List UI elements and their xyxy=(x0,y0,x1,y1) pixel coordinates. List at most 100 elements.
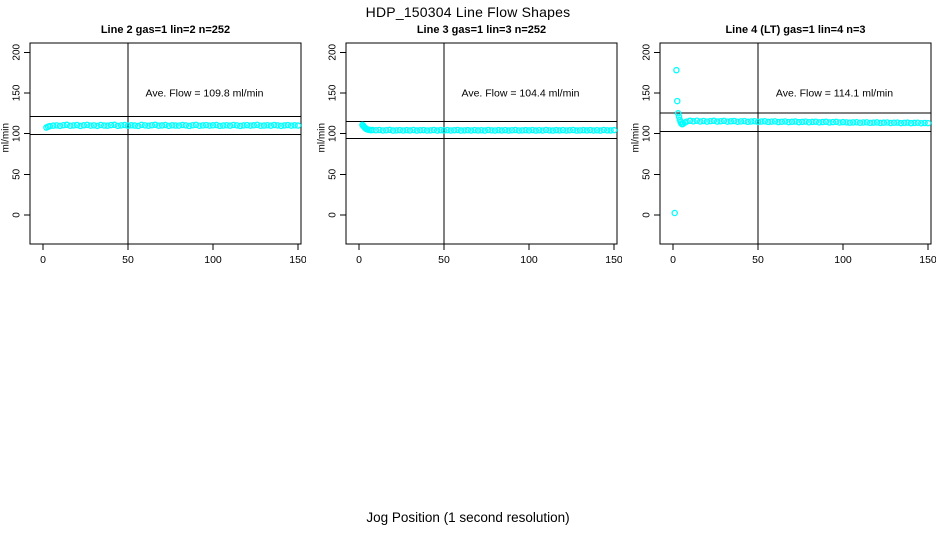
data-point xyxy=(243,121,251,129)
data-point xyxy=(189,121,196,129)
data-point xyxy=(138,121,145,129)
data-point xyxy=(751,117,758,125)
y-tick-label: 100 xyxy=(12,125,23,142)
data-point xyxy=(162,121,169,129)
data-point xyxy=(700,117,707,125)
plot-box xyxy=(659,42,932,245)
data-point xyxy=(815,119,823,126)
data-point xyxy=(226,122,234,129)
data-point xyxy=(819,118,826,126)
x-tick-label: 50 xyxy=(752,254,764,266)
data-point xyxy=(593,126,601,134)
data-point xyxy=(683,118,690,125)
data-point xyxy=(671,209,678,217)
data-point xyxy=(128,122,135,129)
data-point xyxy=(386,126,393,134)
data-point xyxy=(399,127,407,134)
x-axis-label: Jog Position (1 second resolution) xyxy=(366,510,570,525)
data-point xyxy=(107,121,115,129)
data-point xyxy=(556,127,563,134)
data-point xyxy=(727,118,735,125)
data-point xyxy=(97,121,105,129)
data-point xyxy=(427,127,434,134)
data-point xyxy=(168,122,176,129)
data-point xyxy=(393,127,400,134)
data-point xyxy=(775,118,782,126)
panel-line-2: Line 2 gas=1 lin=2 n=252 0 50 100 150 200 0 50… xyxy=(0,18,307,288)
x-tick-label: 150 xyxy=(289,254,306,266)
data-point xyxy=(77,122,84,130)
data-point xyxy=(134,122,142,130)
y-axis-title: ml/min xyxy=(631,123,642,152)
data-point xyxy=(230,121,237,129)
data-point xyxy=(145,122,152,130)
data-point xyxy=(856,119,864,126)
x-tick-label: 0 xyxy=(670,254,676,266)
data-point xyxy=(291,122,298,129)
data-point xyxy=(495,126,502,134)
data-point xyxy=(406,127,414,134)
data-point xyxy=(607,127,614,134)
y-tick-label: 0 xyxy=(642,212,653,218)
data-point xyxy=(481,127,489,134)
data-point xyxy=(870,119,877,126)
data-point xyxy=(471,126,478,134)
data-point xyxy=(66,122,74,130)
data-point xyxy=(703,118,711,125)
data-point xyxy=(440,127,448,134)
data-point xyxy=(213,121,220,129)
data-point xyxy=(843,119,850,126)
data-point xyxy=(839,118,847,126)
data-point xyxy=(464,126,472,134)
x-tick-label: 50 xyxy=(122,254,134,266)
data-point xyxy=(812,118,820,125)
data-point xyxy=(880,119,888,126)
x-tick-label: 100 xyxy=(834,254,852,266)
y-tick-label: 0 xyxy=(12,212,23,218)
data-point xyxy=(552,126,560,134)
data-point xyxy=(690,118,697,125)
y-tick-label: 150 xyxy=(12,84,23,101)
data-point xyxy=(104,122,111,129)
panel-line-4: Line 4 (LT) gas=1 lin=4 n=3 0 50 100 150 200… xyxy=(630,18,936,288)
data-point xyxy=(576,127,584,134)
data-point xyxy=(580,126,587,134)
data-point xyxy=(894,119,901,126)
data-point xyxy=(863,119,871,126)
data-point xyxy=(873,119,881,126)
data-point xyxy=(260,122,268,129)
data-point xyxy=(209,122,217,129)
data-point xyxy=(768,118,775,125)
data-point xyxy=(175,122,183,129)
data-point xyxy=(542,126,550,134)
data-point xyxy=(549,127,557,134)
data-point xyxy=(90,122,98,129)
data-point xyxy=(257,122,264,130)
data-point xyxy=(382,126,390,134)
data-point xyxy=(860,119,867,126)
data-point xyxy=(158,122,166,129)
data-point xyxy=(805,119,813,126)
data-point xyxy=(917,119,925,127)
data-point xyxy=(281,122,288,129)
data-point xyxy=(569,126,577,134)
data-point xyxy=(764,118,772,126)
data-point xyxy=(253,121,261,129)
plot-area: 0 50 100 150 200 0 50 100 150 ml/min Ave. Flow = 1… xyxy=(631,42,936,266)
data-point xyxy=(111,121,118,129)
data-point xyxy=(890,119,898,126)
data-point xyxy=(583,127,591,134)
data-point xyxy=(897,119,905,127)
data-point xyxy=(46,122,54,130)
data-point xyxy=(488,127,495,134)
data-point xyxy=(437,126,444,134)
data-point xyxy=(573,127,580,134)
y-tick-label: 150 xyxy=(642,84,653,101)
data-point xyxy=(761,118,769,125)
data-point xyxy=(206,122,213,129)
data-point xyxy=(713,118,721,125)
data-point xyxy=(233,122,241,129)
y-tick-label: 200 xyxy=(642,43,653,60)
data-point xyxy=(717,117,724,125)
data-point xyxy=(63,121,71,129)
